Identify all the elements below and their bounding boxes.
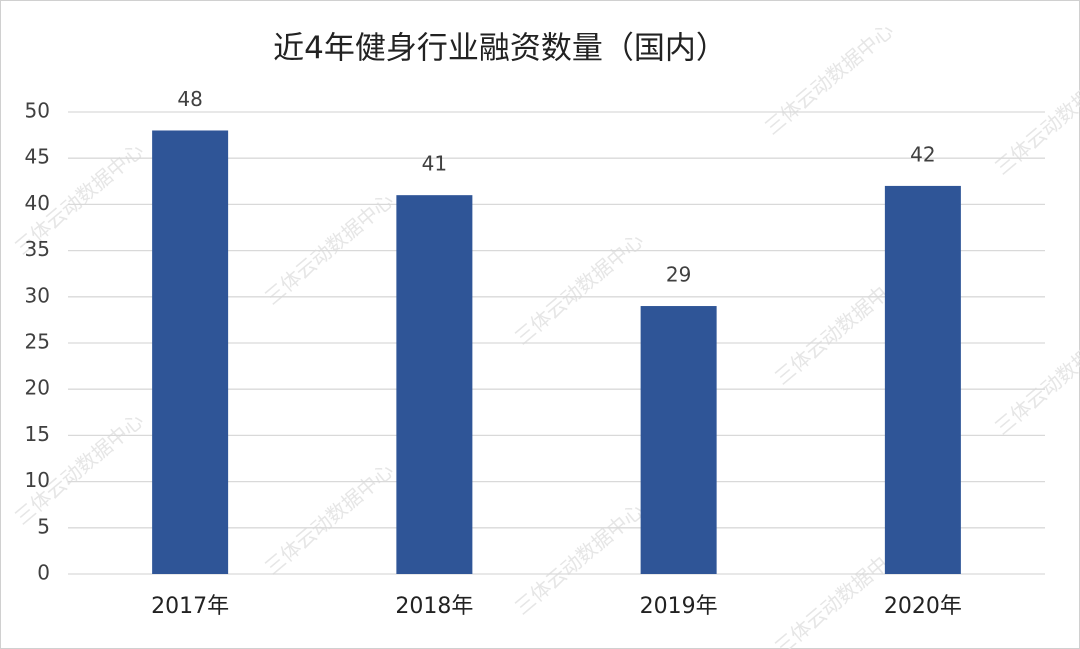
y-tick-label: 30 — [25, 283, 50, 307]
y-tick-label: 10 — [25, 468, 50, 492]
y-tick-label: 45 — [25, 145, 50, 169]
x-tick-label: 2020年 — [884, 594, 962, 619]
bar — [884, 185, 961, 575]
y-tick-label: 50 — [25, 99, 50, 123]
bar — [152, 130, 229, 575]
data-label: 29 — [666, 263, 691, 287]
y-tick-label: 40 — [25, 191, 50, 215]
x-tick-label: 2018年 — [395, 594, 473, 619]
chart-title: 近4年健身行业融资数量（国内） — [273, 31, 727, 67]
data-label: 42 — [910, 142, 935, 166]
y-tick-label: 25 — [25, 330, 50, 354]
x-tick-label: 2017年 — [151, 594, 229, 619]
bar — [640, 306, 717, 574]
data-label: 41 — [422, 152, 447, 176]
data-label: 48 — [177, 87, 202, 111]
y-tick-label: 5 — [37, 514, 50, 538]
y-tick-label: 15 — [25, 422, 50, 446]
x-tick-label: 2019年 — [640, 594, 718, 619]
bar — [396, 195, 473, 574]
y-tick-label: 20 — [25, 376, 50, 400]
y-tick-label: 0 — [37, 561, 50, 585]
y-tick-label: 35 — [25, 237, 50, 261]
